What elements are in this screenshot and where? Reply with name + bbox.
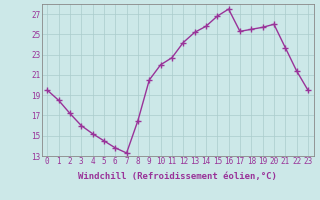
X-axis label: Windchill (Refroidissement éolien,°C): Windchill (Refroidissement éolien,°C) xyxy=(78,172,277,181)
